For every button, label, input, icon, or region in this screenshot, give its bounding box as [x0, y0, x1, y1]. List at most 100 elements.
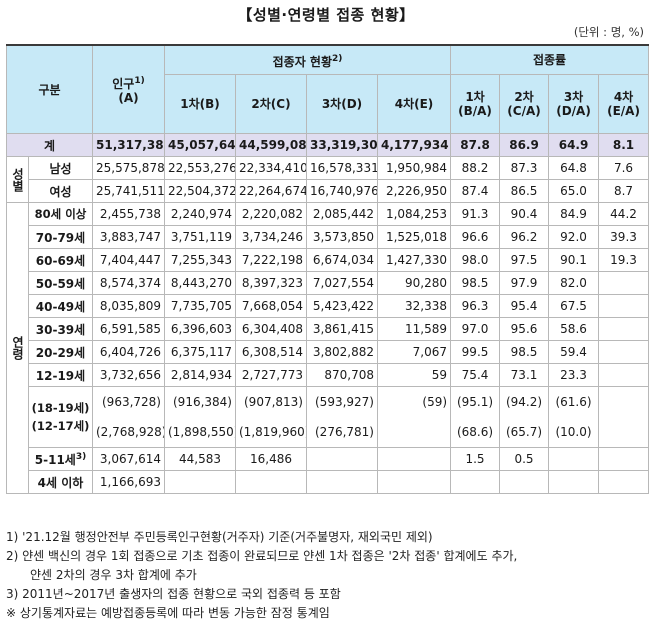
age-row-label: 20-29세	[28, 340, 93, 364]
age-cell-r4: 39.3	[598, 225, 650, 249]
age-row-label: 70-79세	[28, 225, 93, 249]
age-cell-d1: 44,583	[164, 447, 236, 471]
age-cell-r4	[598, 317, 650, 341]
sex-cell-d4: 1,950,984	[376, 156, 452, 180]
age-cell-pop: 1,166,693	[92, 470, 165, 494]
header-rate-group: 접종률	[450, 44, 650, 75]
age-row-label: 40-49세	[28, 294, 93, 318]
age-row: 60-69세 7,404,447 7,255,343 7,222,198 6,674,0…	[7, 248, 650, 272]
age-cell-r2: 95.4	[499, 294, 550, 318]
age-cell-r4	[598, 294, 650, 318]
header-category: 구분	[6, 44, 93, 134]
age-cell-r1: 98.0	[450, 248, 501, 272]
age-cell-r1: 91.3	[450, 202, 501, 226]
age-cell-r2: 90.4	[499, 202, 550, 226]
sex-cell-d1: 22,504,372	[164, 179, 236, 203]
age-cell-r1: 1.5	[450, 447, 501, 471]
age-cell-pop: 2,455,738	[92, 202, 165, 226]
sex-cell-d1: 22,553,276	[164, 156, 236, 180]
age-subgroup-cell: (61.6) (10.0)	[548, 386, 600, 448]
subgroup-value-1: (907,813)	[244, 395, 303, 409]
age-cell-d4: 1,525,018	[376, 225, 452, 249]
total-d2: 44,599,084	[235, 133, 307, 157]
age-cell-r4	[598, 470, 650, 494]
age-cell-r3: 92.0	[548, 225, 600, 249]
subgroup-value-2: (2,768,928)	[96, 425, 165, 439]
subgroup-value-1: (593,927)	[315, 395, 374, 409]
age-cell-d4: 11,589	[376, 317, 452, 341]
age-row-label: 60-69세	[28, 248, 93, 272]
age-cell-d4: 90,280	[376, 271, 452, 295]
age-cell-d4: 59	[376, 363, 452, 387]
age-row: 50-59세 8,574,374 8,443,270 8,397,323 7,027,5…	[7, 271, 650, 295]
age-cell-d1: 3,751,119	[164, 225, 236, 249]
sex-cell-pop: 25,575,878	[92, 156, 165, 180]
age-row: 20-29세 6,404,726 6,375,117 6,308,514 3,802,8…	[7, 340, 650, 364]
age-row: 70-79세 3,883,747 3,751,119 3,734,246 3,573,8…	[7, 225, 650, 249]
subgroup-value-2: (1,819,960)	[239, 425, 307, 439]
header-row-2: 1차(B) 2차(C) 3차(D) 4차(E) 1차 (B/A) 2차 (C/A) …	[7, 74, 650, 134]
age-cell-r2	[499, 470, 550, 494]
age-cell-d3: 3,861,415	[306, 317, 378, 341]
sex-cell-d2: 22,264,674	[235, 179, 307, 203]
age-cell-r1: 99.5	[450, 340, 501, 364]
header-d1: 1차(B)	[164, 74, 236, 134]
sex-row-label: 남성	[28, 156, 93, 180]
age-row: 연령 80세 이상 2,455,738 2,240,974 2,220,082 2,085…	[6, 202, 650, 494]
sex-cell-d2: 22,334,410	[235, 156, 307, 180]
age-cell-r3: 82.0	[548, 271, 600, 295]
total-row: 계 51,317,389 45,057,648 44,599,084 33,31…	[6, 133, 650, 157]
unit-label: (단위 : 명, %)	[573, 25, 644, 39]
total-label: 계	[6, 133, 93, 157]
age-cell-r3	[548, 470, 600, 494]
total-r1: 87.8	[450, 133, 501, 157]
age-cell-r3: 84.9	[548, 202, 600, 226]
total-pop: 51,317,389	[92, 133, 165, 157]
age-cell-d1: 2,240,974	[164, 202, 236, 226]
age-subgroup-cell: (907,813) (1,819,960)	[235, 386, 307, 448]
age-cell-r2: 0.5	[499, 447, 550, 471]
age-cell-d2: 2,727,773	[235, 363, 307, 387]
subgroup-value-1: (95.1)	[456, 395, 494, 409]
subgroup-value-2: (65.7)	[505, 425, 543, 439]
age-cell-r2: 97.9	[499, 271, 550, 295]
age-cell-d3	[306, 470, 378, 494]
age-cell-pop: 6,591,585	[92, 317, 165, 341]
age-cell-d3: 2,085,442	[306, 202, 378, 226]
age-subgroup-label-1: (18-19세)	[31, 401, 90, 415]
age-subgroup-row: (18-19세) (12-17세) (963,728) (2,768,928) (916…	[7, 386, 650, 448]
age-cell-d3: 5,423,422	[306, 294, 378, 318]
age-section: 연령 80세 이상 2,455,738 2,240,974 2,220,082 2,085…	[6, 202, 650, 494]
age-cell-d1: 2,814,934	[164, 363, 236, 387]
age-cell-d2: 7,668,054	[235, 294, 307, 318]
age-cell-d3: 6,674,034	[306, 248, 378, 272]
sex-cell-d4: 2,226,950	[376, 179, 452, 203]
sex-row-label: 여성	[28, 179, 93, 203]
age-cell-d4: 1,427,330	[376, 248, 452, 272]
total-d1: 45,057,648	[164, 133, 236, 157]
age-row: 30-39세 6,591,585 6,396,603 6,304,408 3,861,4…	[7, 317, 650, 341]
age-cell-d4: 32,338	[376, 294, 452, 318]
age-row-label: 30-39세	[28, 317, 93, 341]
age-cell-pop: 8,574,374	[92, 271, 165, 295]
sex-cell-r2: 86.5	[499, 179, 550, 203]
subgroup-value-1: (963,728)	[102, 395, 161, 409]
sex-cell-d3: 16,578,331	[306, 156, 378, 180]
subgroup-value-2: (1,898,550)	[168, 425, 236, 439]
age-cell-pop: 3,067,614	[92, 447, 165, 471]
age-cell-r1: 98.5	[450, 271, 501, 295]
age-subgroup-cell: (59)	[376, 386, 452, 448]
age-cell-r4	[598, 447, 650, 471]
age-cell-r2: 97.5	[499, 248, 550, 272]
age-cell-d3: 870,708	[306, 363, 378, 387]
sex-cell-r1: 88.2	[450, 156, 501, 180]
subgroup-value-2: (10.0)	[555, 425, 592, 439]
age-cell-d2: 6,308,514	[235, 340, 307, 364]
header-r3: 3차 (D/A)	[548, 74, 600, 134]
page-title: 【성별·연령별 접종 현황】	[237, 6, 415, 24]
age-cell-d1: 8,443,270	[164, 271, 236, 295]
age-cell-r3: 58.6	[548, 317, 600, 341]
age-cell-r2: 96.2	[499, 225, 550, 249]
age-subgroup-label-2: (12-17세)	[31, 419, 90, 433]
age-subgroup-cell: (963,728) (2,768,928)	[92, 386, 165, 448]
